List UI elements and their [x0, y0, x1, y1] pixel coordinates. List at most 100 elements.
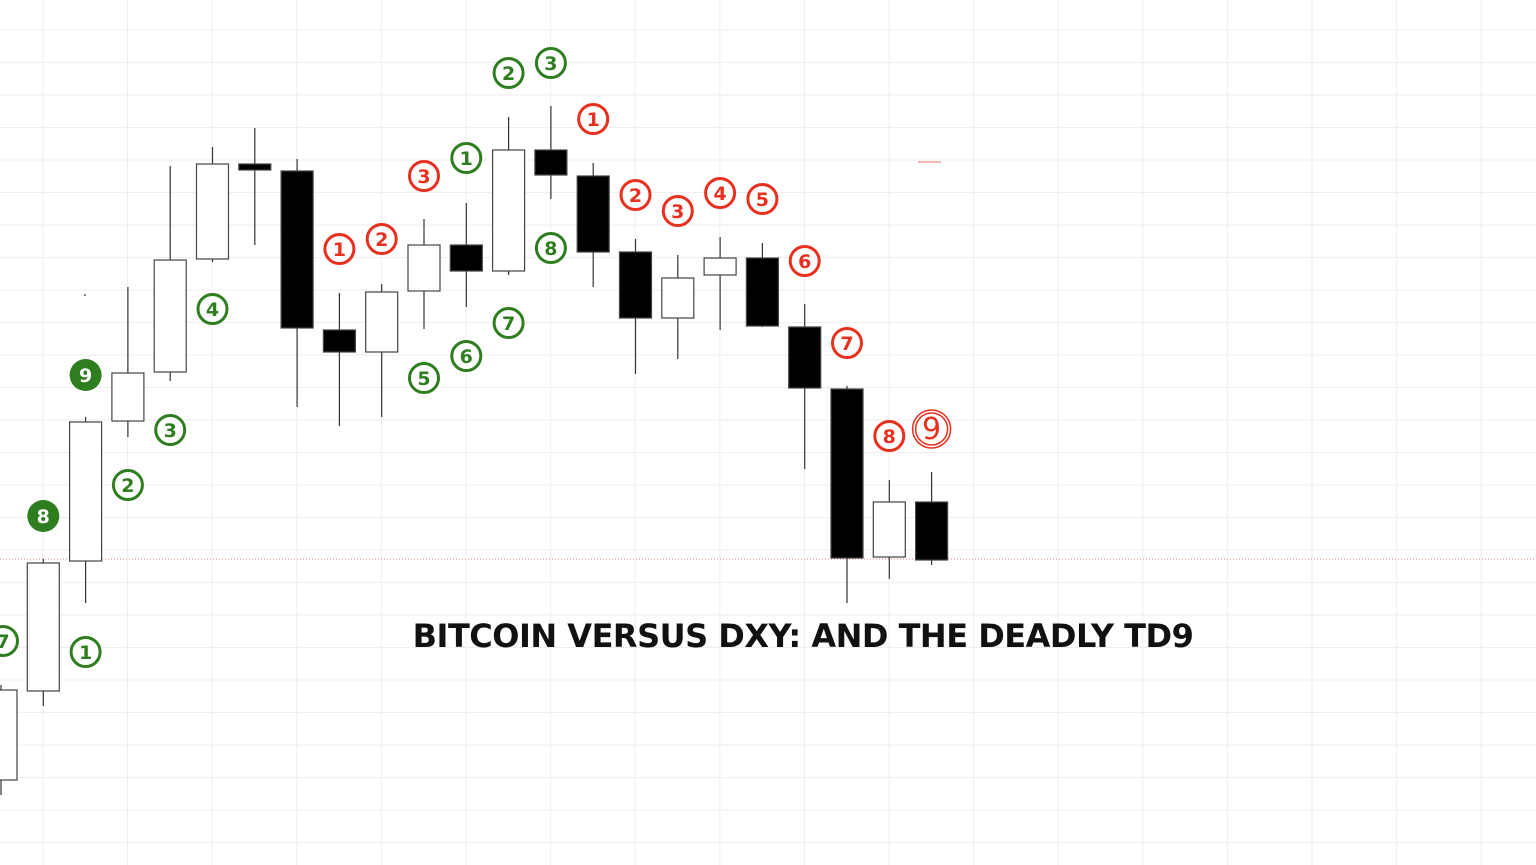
label-circle	[534, 232, 567, 264]
label-text: 3	[671, 201, 684, 223]
candle-down	[280, 170, 314, 329]
td-label-sell-7: 7	[831, 327, 863, 359]
td-label-sell-1: 1	[323, 233, 356, 265]
label-text: 5	[417, 368, 430, 390]
dot-marker	[84, 294, 86, 296]
label-circle	[577, 103, 610, 135]
td-label-buy-8: 8	[27, 500, 60, 532]
td-label-buy-7: 7	[0, 625, 19, 657]
td-label-sell-1: 1	[577, 103, 610, 135]
label-circle	[408, 362, 440, 394]
candle-up	[703, 257, 737, 276]
candle-up	[153, 259, 187, 373]
td-label-buy-4: 4	[196, 293, 229, 325]
label-circle	[873, 420, 906, 452]
label-circle	[111, 469, 144, 501]
label-circle	[831, 327, 863, 359]
label-circle	[69, 636, 102, 668]
candle-up	[195, 163, 230, 260]
chart-title: BITCOIN VERSUS DXY: AND THE DEADLY TD9	[412, 617, 1194, 655]
label-text: 1	[79, 642, 92, 664]
td-label-sell-9: 9	[911, 409, 952, 449]
candle-up	[872, 501, 906, 558]
label-circle	[323, 233, 356, 265]
label-circle	[492, 307, 525, 339]
candle-down	[830, 388, 864, 559]
label-circle	[69, 359, 102, 391]
td-label-buy-9: 9	[69, 359, 102, 391]
label-circle	[154, 414, 187, 446]
td-label-buy-2: 2	[111, 469, 144, 501]
candle-up	[661, 277, 695, 319]
label-text: 3	[164, 420, 177, 442]
candle-down	[788, 326, 822, 389]
label-text: 4	[206, 299, 219, 321]
td-label-buy-5: 5	[408, 362, 440, 394]
label-circle	[619, 179, 652, 211]
td-label-sell-4: 4	[704, 177, 737, 209]
label-text: 9	[922, 412, 941, 447]
label-text: 2	[121, 475, 134, 497]
label-text: 5	[756, 189, 769, 211]
candle-up	[68, 421, 103, 562]
candle-down	[576, 175, 610, 253]
td-label-buy-6: 6	[450, 340, 483, 372]
label-circle	[534, 47, 567, 79]
candle-up	[0, 689, 18, 781]
candle-down	[618, 251, 653, 319]
td-label-buy-3: 3	[534, 47, 567, 79]
candle-up	[365, 291, 399, 353]
label-text: 3	[544, 53, 557, 75]
label-text: 9	[79, 365, 92, 387]
label-text: 6	[798, 251, 811, 273]
td-label-sell-5: 5	[746, 183, 779, 215]
candle-up	[492, 149, 526, 272]
label-circle	[196, 293, 229, 325]
label-text: 4	[713, 183, 726, 205]
label-circle	[450, 142, 483, 174]
candle-down	[534, 149, 568, 176]
label-text: 8	[544, 238, 557, 260]
candle-down	[745, 257, 780, 327]
label-circle	[704, 177, 737, 209]
td-label-sell-2: 2	[619, 179, 652, 211]
td-label-buy-7: 7	[492, 307, 525, 339]
label-text: 1	[460, 148, 473, 170]
label-text: 8	[883, 426, 896, 448]
label-circle	[450, 340, 483, 372]
label-circle	[365, 223, 398, 255]
label-circle	[27, 500, 60, 532]
label-text: 2	[502, 63, 515, 85]
label-text: 8	[37, 506, 50, 528]
label-circle	[408, 160, 440, 192]
candle-up	[407, 244, 441, 292]
candle-down	[238, 163, 272, 171]
candle-down	[914, 501, 949, 561]
label-text: 2	[629, 185, 642, 207]
candle-down	[449, 244, 483, 272]
td-label-sell-8: 8	[873, 420, 906, 452]
td-label-sell-2: 2	[365, 223, 398, 255]
candle-down	[322, 329, 356, 353]
label-text: 1	[333, 239, 346, 261]
label-circle	[746, 183, 779, 215]
td-label-buy-2: 2	[492, 57, 525, 89]
label-text: 2	[375, 229, 388, 251]
label-circle	[661, 195, 694, 227]
candle-up	[111, 372, 145, 422]
ring-inner	[914, 412, 949, 446]
label-text: 6	[460, 346, 473, 368]
td-label-buy-1: 1	[69, 636, 102, 668]
td-label-sell-3: 3	[408, 160, 440, 192]
td-label-sell-6: 6	[788, 245, 821, 277]
label-circle	[0, 625, 19, 657]
label-text: 7	[0, 631, 10, 653]
label-text: 1	[587, 109, 600, 131]
td-label-buy-3: 3	[154, 414, 187, 446]
td-label-buy-8: 8	[534, 232, 567, 264]
candle-up	[26, 562, 60, 692]
label-text: 7	[502, 313, 515, 335]
label-text: 3	[417, 166, 430, 188]
label-circle	[788, 245, 821, 277]
